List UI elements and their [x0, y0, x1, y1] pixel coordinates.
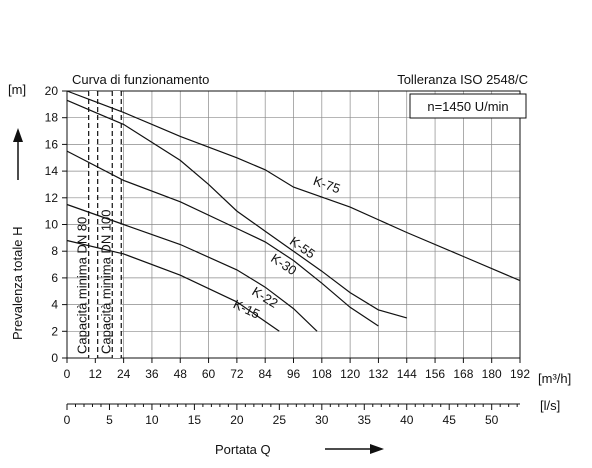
- y-tick-label: 2: [51, 324, 58, 338]
- axes: 0 12 24 36 48 60 72 84 96 108 120 132 144 156 168 180 19…: [45, 84, 531, 427]
- x-tick-label: 192: [510, 367, 530, 381]
- y-unit-label: [m]: [8, 82, 26, 97]
- x2-tick-label: 50: [485, 413, 499, 427]
- x2-tick-label: 5: [106, 413, 113, 427]
- y-tick-label: 16: [45, 137, 59, 151]
- y-tick-label: 0: [51, 351, 58, 365]
- x-tick-label: 48: [174, 367, 188, 381]
- x2-tick-label: 40: [400, 413, 414, 427]
- x-unit-label: [m³/h]: [538, 371, 571, 386]
- series-line-k-15: [66, 239, 280, 332]
- x-tick-label: 168: [453, 367, 473, 381]
- x-tick-label: 36: [145, 367, 159, 381]
- x-tick-label: 156: [425, 367, 445, 381]
- y-tick-label: 12: [45, 191, 59, 205]
- min-capacity-line: Capacità minima DN 100: [98, 91, 122, 358]
- x2-tick-label: 15: [188, 413, 202, 427]
- x-tick-label: 96: [287, 367, 301, 381]
- y-axis-title: Prevalenza totale H: [10, 227, 25, 340]
- x-tick-label: 72: [230, 367, 244, 381]
- x-tick-label: 24: [117, 367, 131, 381]
- speed-label: n=1450 U/min: [427, 99, 508, 114]
- y-tick-label: 6: [51, 271, 58, 285]
- series-line-k-30: [66, 150, 379, 327]
- min-capacity-band: [112, 91, 121, 358]
- series-line-k-55: [66, 99, 407, 319]
- x2-tick-label: 10: [145, 413, 159, 427]
- min-capacity-line: Capacità minima DN 80: [75, 91, 99, 358]
- speed-box: n=1450 U/min: [409, 93, 527, 119]
- x-tick-label: 60: [202, 367, 216, 381]
- y-tick-label: 14: [45, 164, 59, 178]
- grid: [67, 91, 520, 358]
- y-tick-label: 18: [45, 111, 59, 125]
- series-line-k-22: [66, 203, 318, 332]
- curve-labels: K-75K-55K-30K-22K-15: [231, 173, 342, 322]
- x-axis-title: Portata Q: [215, 442, 271, 457]
- series-line-k-75: [66, 90, 521, 282]
- y-tick-label: 8: [51, 244, 58, 258]
- y-axis-arrow-icon: [13, 128, 23, 180]
- curve-label-k-30: K-30: [268, 250, 299, 278]
- x2-tick-label: 30: [315, 413, 329, 427]
- y-tick-label: 20: [45, 84, 59, 98]
- y-tick-label: 4: [51, 298, 58, 312]
- x-tick-label: 84: [259, 367, 273, 381]
- min-capacity-lines: Capacità minima DN 80 Capacità minima DN …: [75, 91, 122, 358]
- x2-unit-label: [l/s]: [540, 398, 560, 413]
- x2-tick-label: 0: [64, 413, 71, 427]
- x2-tick-label: 20: [230, 413, 244, 427]
- x-tick-label: 12: [89, 367, 103, 381]
- x-tick-label: 180: [482, 367, 502, 381]
- min-capacity-label: Capacità minima DN 80: [75, 217, 90, 354]
- x-tick-label: 108: [312, 367, 332, 381]
- x2-tick-label: 25: [273, 413, 287, 427]
- min-capacity-band: [88, 91, 97, 358]
- y-tick-label: 10: [45, 218, 59, 232]
- x-tick-label: 120: [340, 367, 360, 381]
- curve-label-k-75: K-75: [311, 173, 342, 196]
- x-tick-label: 0: [64, 367, 71, 381]
- x-tick-label: 132: [368, 367, 388, 381]
- x-tick-label: 144: [397, 367, 417, 381]
- x2-tick-label: 35: [358, 413, 372, 427]
- x-axis-arrow-icon: [325, 444, 384, 454]
- x2-tick-label: 45: [443, 413, 457, 427]
- series-curves: [66, 90, 521, 332]
- tolerance-label: Tolleranza ISO 2548/C: [397, 72, 528, 87]
- min-capacity-label: Capacità minima DN 100: [98, 209, 113, 354]
- chart-title: Curva di funzionamento: [72, 72, 209, 87]
